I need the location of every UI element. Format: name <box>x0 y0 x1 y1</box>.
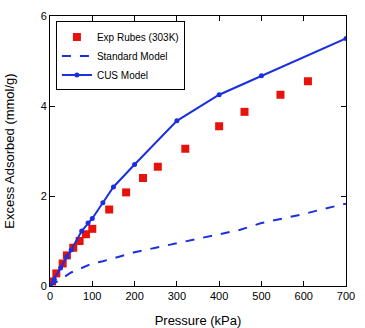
svg-text:2: 2 <box>41 190 47 202</box>
svg-text:0: 0 <box>47 290 53 302</box>
svg-text:500: 500 <box>252 290 270 302</box>
svg-text:700: 700 <box>337 290 355 302</box>
svg-text:CUS Model: CUS Model <box>97 70 148 81</box>
svg-text:Excess Adsorbed (mmol/g): Excess Adsorbed (mmol/g) <box>2 73 17 228</box>
svg-text:600: 600 <box>295 290 313 302</box>
svg-text:300: 300 <box>168 290 186 302</box>
svg-text:400: 400 <box>210 290 228 302</box>
svg-text:Pressure (kPa): Pressure (kPa) <box>155 313 242 328</box>
svg-text:Exp Rubes (303K): Exp Rubes (303K) <box>97 32 179 43</box>
svg-text:200: 200 <box>125 290 143 302</box>
svg-text:100: 100 <box>83 290 101 302</box>
svg-text:Standard Model: Standard Model <box>97 51 168 62</box>
svg-text:0: 0 <box>41 280 47 292</box>
svg-text:6: 6 <box>41 10 47 22</box>
svg-text:4: 4 <box>41 100 47 112</box>
